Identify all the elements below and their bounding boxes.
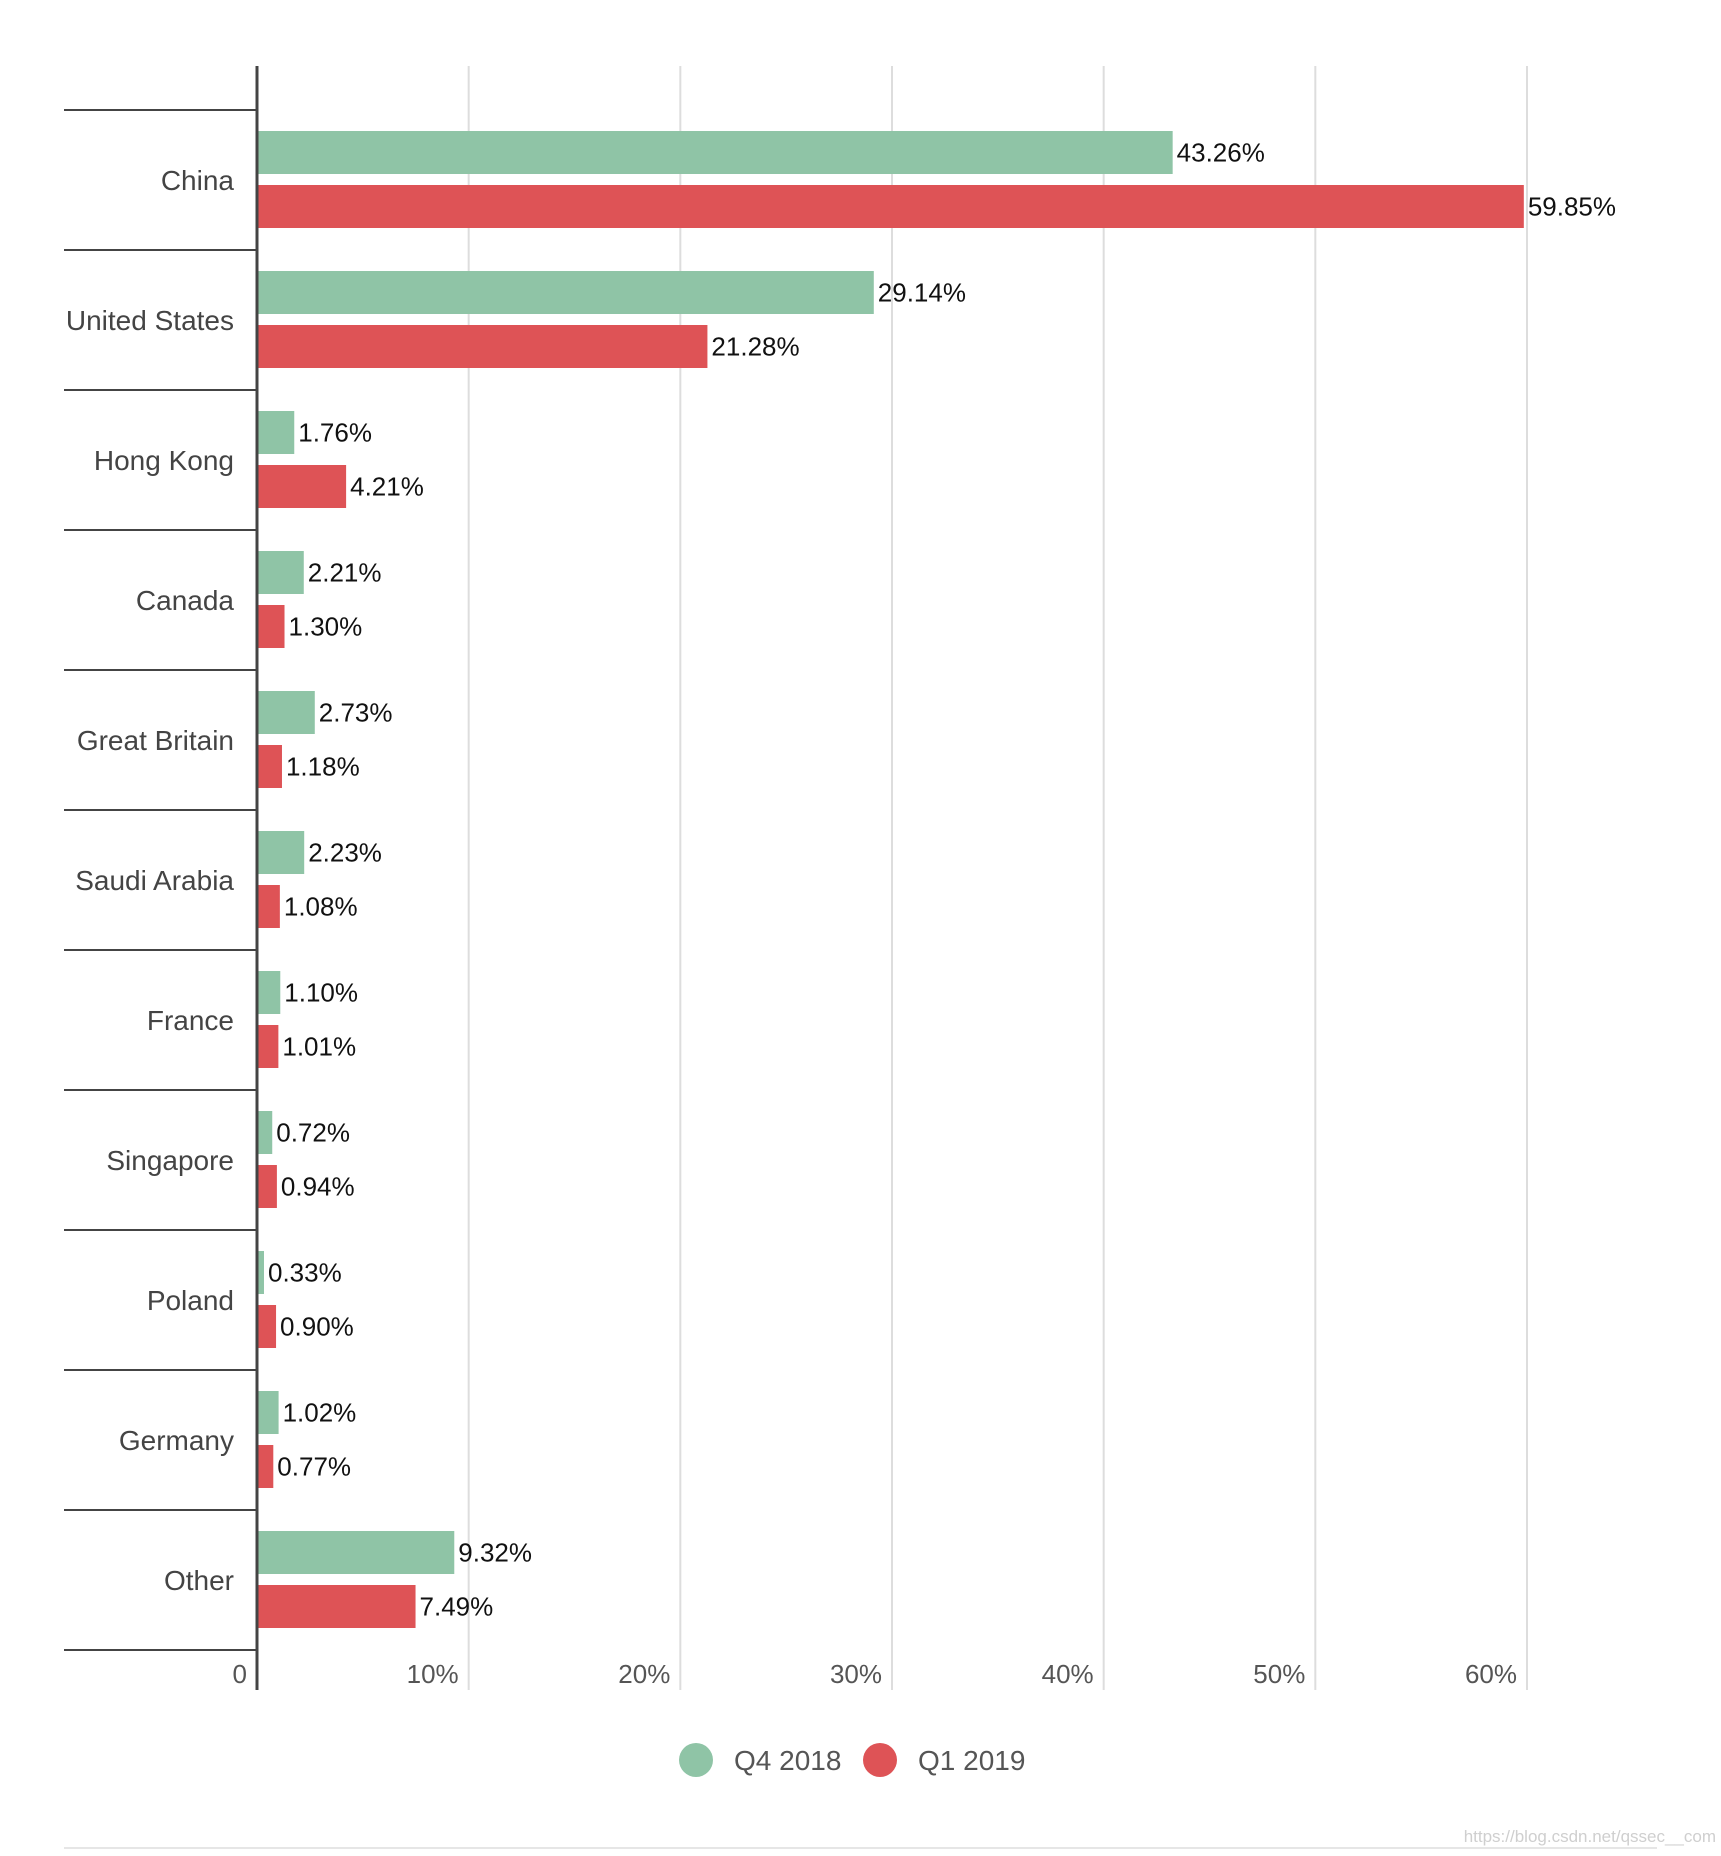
bar-q4-2018 <box>257 831 305 874</box>
bar-q1-2019 <box>257 1445 274 1488</box>
category-separators <box>64 109 257 1651</box>
category-label: Great Britain <box>77 725 234 756</box>
bar-q1-2019 <box>257 1585 416 1628</box>
category-label: Saudi Arabia <box>75 865 234 896</box>
category-label: France <box>147 1005 234 1036</box>
legend-swatch <box>863 1743 897 1777</box>
data-label: 1.30% <box>289 612 363 642</box>
category-label: China <box>161 165 235 196</box>
data-label: 1.02% <box>283 1398 357 1428</box>
legend-swatch <box>679 1743 713 1777</box>
data-label: 1.18% <box>286 752 360 782</box>
bar-q4-2018 <box>257 271 874 314</box>
data-label: 2.73% <box>319 698 393 728</box>
data-label: 29.14% <box>878 278 966 308</box>
data-label: 1.10% <box>284 978 358 1008</box>
data-label: 9.32% <box>458 1538 532 1568</box>
x-tick-label: 30% <box>830 1659 882 1689</box>
bar-q1-2019 <box>257 605 285 648</box>
bar-q4-2018 <box>257 1251 264 1294</box>
bar-q4-2018 <box>257 1531 455 1574</box>
x-tick-label: 50% <box>1253 1659 1305 1689</box>
legend-label: Q1 2019 <box>918 1745 1025 1776</box>
data-label: 59.85% <box>1528 192 1616 222</box>
bar-q4-2018 <box>257 971 281 1014</box>
category-label: Singapore <box>106 1145 234 1176</box>
watermark-text: https://blog.csdn.net/qssec__com <box>1464 1827 1716 1846</box>
bar-q4-2018 <box>257 691 315 734</box>
bar-q4-2018 <box>257 1111 273 1154</box>
category-label: United States <box>66 305 234 336</box>
category-label: Hong Kong <box>94 445 234 476</box>
bar-q1-2019 <box>257 1025 279 1068</box>
data-label: 0.33% <box>268 1258 342 1288</box>
data-label: 0.72% <box>276 1118 350 1148</box>
bar-q1-2019 <box>257 1165 277 1208</box>
data-label: 0.94% <box>281 1172 355 1202</box>
data-label: 21.28% <box>711 332 799 362</box>
bars <box>257 131 1524 1628</box>
bar-q1-2019 <box>257 745 282 788</box>
data-label: 2.21% <box>308 558 382 588</box>
bar-q4-2018 <box>257 551 304 594</box>
data-label: 43.26% <box>1177 138 1265 168</box>
data-label: 4.21% <box>350 472 424 502</box>
data-label: 1.01% <box>282 1032 356 1062</box>
data-label: 1.76% <box>298 418 372 448</box>
bar-q1-2019 <box>257 325 708 368</box>
data-label: 1.08% <box>284 892 358 922</box>
bar-q1-2019 <box>257 185 1524 228</box>
bar-q1-2019 <box>257 465 347 508</box>
x-tick-label: 20% <box>618 1659 670 1689</box>
legend-label: Q4 2018 <box>734 1745 841 1776</box>
labels: 0 10% 20% 30% 40% 50% 60% China 43.26% 59.85% Unit… <box>66 66 1616 1690</box>
bar-q4-2018 <box>257 411 295 454</box>
legend: Q4 2018 Q1 2019 <box>679 1743 1025 1777</box>
data-label: 2.23% <box>308 838 382 868</box>
x-tick-label: 0 <box>233 1659 247 1689</box>
data-label: 0.77% <box>277 1452 351 1482</box>
category-label: Poland <box>147 1285 234 1316</box>
x-tick-label: 10% <box>407 1659 459 1689</box>
x-tick-label: 40% <box>1042 1659 1094 1689</box>
data-label: 0.90% <box>280 1312 354 1342</box>
x-tick-label: 60% <box>1465 1659 1517 1689</box>
bar-q1-2019 <box>257 885 280 928</box>
category-label: Canada <box>136 585 235 616</box>
bar-q1-2019 <box>257 1305 277 1348</box>
bar-q4-2018 <box>257 131 1173 174</box>
data-label: 7.49% <box>420 1592 494 1622</box>
bar-q4-2018 <box>257 1391 279 1434</box>
category-label: Germany <box>119 1425 234 1456</box>
category-label: Other <box>164 1565 234 1596</box>
